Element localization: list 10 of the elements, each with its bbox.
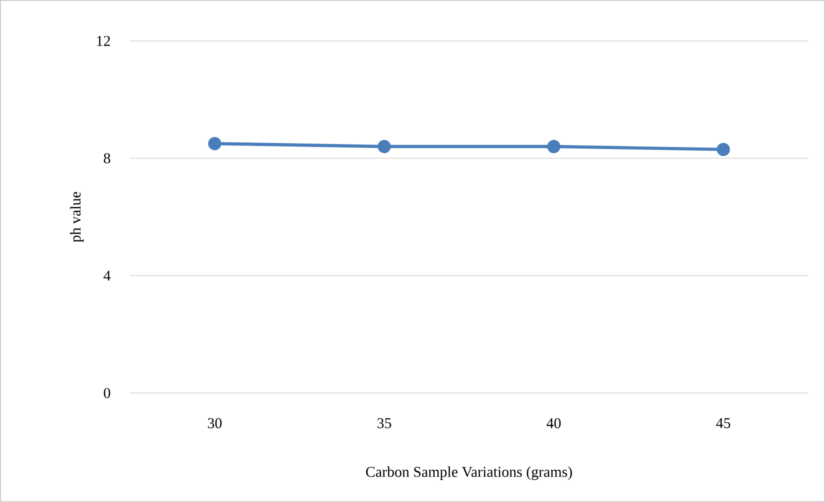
x-tick-label: 35 bbox=[378, 418, 392, 428]
y-tick-label: 8 bbox=[104, 153, 110, 164]
x-tick-label: 40 bbox=[546, 418, 561, 428]
x-tick-label: 45 bbox=[716, 418, 730, 428]
y-axis-title: ph value bbox=[70, 192, 84, 242]
y-tick-label: 0 bbox=[104, 388, 110, 398]
y-tick-label: 12 bbox=[97, 36, 110, 46]
x-axis-title: Carbon Sample Variations (grams) bbox=[366, 466, 572, 480]
x-tick-label: 30 bbox=[208, 418, 222, 428]
y-tick-label: 4 bbox=[104, 270, 111, 281]
